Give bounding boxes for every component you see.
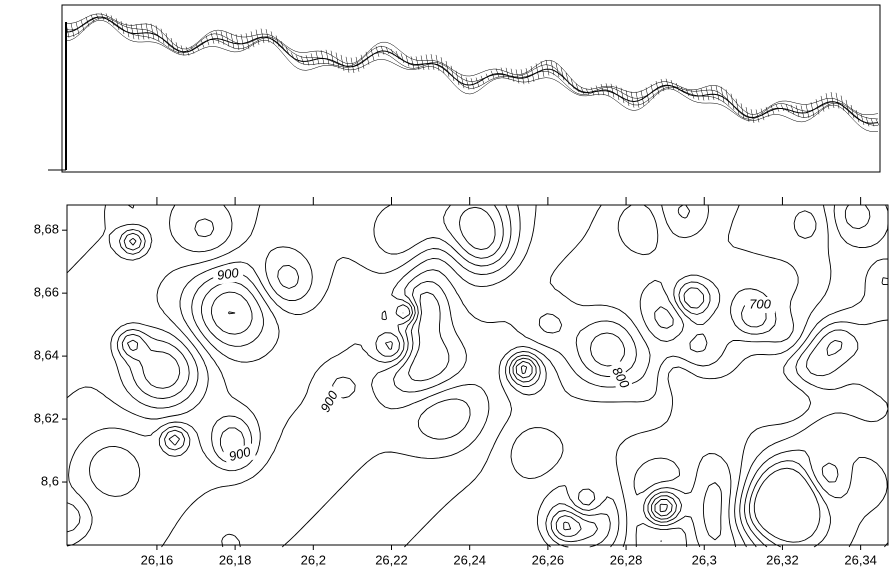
x-tick-label: 26,34	[844, 552, 877, 567]
x-tick-label: 26,22	[375, 552, 408, 567]
y-tick-label: 8,64	[34, 348, 59, 363]
y-tick-label: 8,68	[34, 222, 59, 237]
contour-line	[516, 330, 888, 547]
x-tick-label: 26,3	[692, 552, 717, 567]
y-tick-label: 8,62	[34, 411, 59, 426]
contour-line	[67, 205, 503, 456]
contour-map	[67, 205, 888, 547]
profile-view	[48, 13, 879, 170]
x-tick-label: 26,26	[532, 552, 565, 567]
contour-label: 900	[216, 265, 240, 283]
contour-line	[122, 233, 180, 388]
contour-line	[521, 340, 842, 547]
x-tick-label: 26,2	[301, 552, 326, 567]
contour-line	[169, 205, 816, 547]
x-tick-label: 26,16	[141, 552, 174, 567]
y-tick-label: 8,6	[41, 473, 59, 488]
chart: 26,16 26,18 26,2 26,22 26,24 26,26 26,28 26,3 26…	[0, 0, 890, 573]
profile-mesh	[66, 13, 879, 132]
x-tick-label: 26,32	[766, 552, 799, 567]
page: 26,16 26,18 26,2 26,22 26,24 26,26 26,28 26,3 26…	[0, 0, 890, 573]
profile-ridge	[66, 17, 878, 123]
contour-line	[127, 238, 137, 350]
contour-label: 700	[749, 296, 771, 311]
y-tick-label: 8,66	[34, 285, 59, 300]
contour-line	[67, 205, 704, 546]
x-tick-label: 26,24	[453, 552, 486, 567]
x-tick-label: 26,28	[610, 552, 643, 567]
contour-line	[165, 205, 777, 547]
x-tick-label: 26,18	[219, 552, 252, 567]
